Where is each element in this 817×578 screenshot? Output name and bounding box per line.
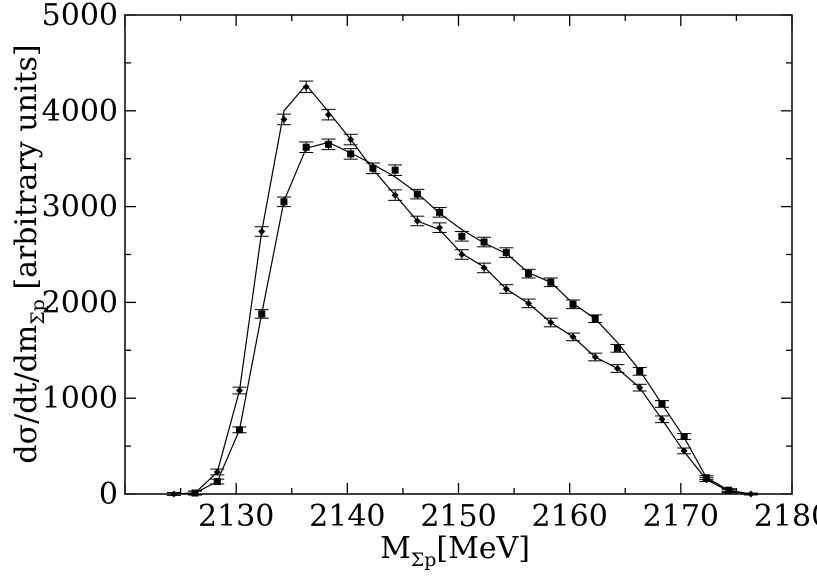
data-point-square <box>480 238 488 246</box>
data-point-diamond <box>636 384 644 392</box>
data-point-diamond <box>413 217 421 225</box>
data-point-diamond <box>258 228 266 236</box>
data-point-diamond <box>391 191 399 199</box>
data-point-diamond <box>658 415 666 423</box>
data-point-diamond <box>213 468 221 476</box>
x-tick-label: 2150 <box>420 499 496 534</box>
data-point-square <box>458 232 466 240</box>
series-layer <box>166 80 758 498</box>
data-point-diamond <box>613 365 621 373</box>
data-point-diamond <box>458 251 466 258</box>
data-point-diamond <box>436 224 444 232</box>
data-point-diamond <box>591 353 599 361</box>
y-axis-title: dσ/dt/dmΣp [arbitrary units] <box>9 44 49 463</box>
data-point-square <box>347 150 355 158</box>
data-point-diamond <box>502 285 510 293</box>
series-square <box>173 138 752 497</box>
series-line-diamond <box>173 83 751 495</box>
x-tick-label: 2140 <box>309 499 385 534</box>
data-point-square <box>725 486 733 494</box>
data-point-square <box>436 208 444 216</box>
data-point-square <box>324 140 332 148</box>
data-point-square <box>658 400 666 408</box>
y-tick-label: 5000 <box>42 0 118 33</box>
data-point-square <box>502 249 510 257</box>
data-point-square <box>302 143 310 151</box>
data-point-square <box>680 433 688 441</box>
data-point-square <box>591 315 599 323</box>
data-point-square <box>569 300 577 308</box>
y-tick-label: 1000 <box>42 381 118 416</box>
data-point-diamond <box>680 447 688 455</box>
data-point-diamond <box>347 136 355 144</box>
y-tick-label: 2000 <box>42 285 118 320</box>
data-point-square <box>636 367 644 375</box>
axis-ticks <box>124 14 793 495</box>
data-point-square <box>702 474 710 482</box>
data-point-square <box>258 310 266 318</box>
data-point-square <box>547 278 555 286</box>
data-point-square <box>613 344 621 352</box>
x-axis-title-main: M <box>380 531 411 566</box>
y-tick-label: 4000 <box>42 94 118 129</box>
data-point-diamond <box>324 111 332 119</box>
x-tick-label: 2170 <box>643 499 719 534</box>
data-point-square <box>391 166 399 174</box>
data-point-diamond <box>236 387 244 395</box>
x-axis-title-sub: Σp <box>411 549 437 571</box>
data-point-diamond <box>525 299 533 307</box>
data-point-square <box>236 426 244 434</box>
data-point-square <box>191 489 199 497</box>
data-point-square <box>369 164 377 172</box>
data-point-square <box>413 190 421 198</box>
series-line-square <box>173 141 752 495</box>
y-axis-title-main: dσ/dt/dm <box>9 325 44 464</box>
data-point-diamond <box>569 333 577 341</box>
x-tick-label: 2160 <box>531 499 607 534</box>
data-point-diamond <box>280 115 288 123</box>
y-tick-label: 3000 <box>42 190 118 225</box>
x-axis-title: MΣp[MeV] <box>380 531 530 571</box>
data-point-diamond <box>302 83 310 91</box>
y-tick-label: 0 <box>99 477 118 512</box>
x-axis-title-unit: [MeV] <box>436 531 530 566</box>
y-axis-title-sub: Σp <box>27 299 49 325</box>
series-diamond <box>166 80 758 498</box>
data-point-diamond <box>547 319 555 327</box>
data-point-square <box>213 478 221 486</box>
data-point-square <box>280 198 288 206</box>
y-axis-title-unit: [arbitrary units] <box>9 44 44 299</box>
data-point-square <box>525 270 533 278</box>
y-tick-labels: 0 1000 2000 3000 4000 5000 <box>42 0 118 512</box>
x-tick-label: 2130 <box>198 499 274 534</box>
data-point-diamond <box>480 264 488 272</box>
